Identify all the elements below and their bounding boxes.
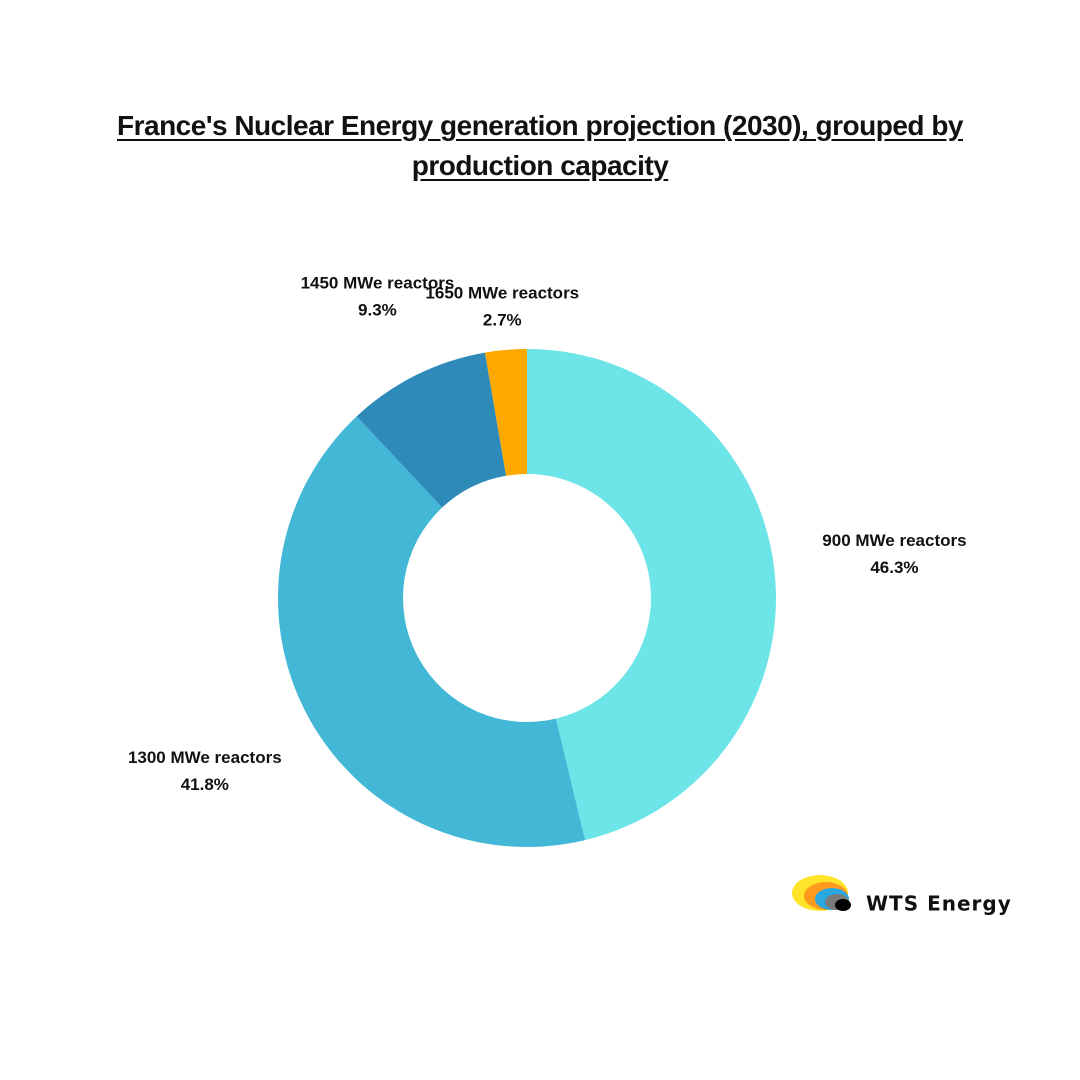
logo-icon: [792, 875, 851, 911]
slice-value-label: 9.3%: [358, 301, 397, 320]
donut-slice: [485, 349, 527, 476]
slice-label: 1450 MWe reactors: [301, 274, 455, 293]
slice-label: 1650 MWe reactors: [425, 284, 579, 303]
donut-slice: [356, 352, 507, 508]
slice-value-label: 2.7%: [483, 311, 522, 330]
donut-slice: [527, 349, 776, 841]
logo-text: WTS Energy: [866, 892, 1012, 916]
slice-value-label: 46.3%: [870, 558, 918, 577]
slice-label: 900 MWe reactors: [822, 531, 966, 550]
donut-slice: [278, 416, 586, 847]
slice-value-label: 41.8%: [181, 775, 229, 794]
chart-title: France's Nuclear Energy generation proje…: [117, 110, 964, 181]
slice-label: 1300 MWe reactors: [128, 748, 282, 767]
